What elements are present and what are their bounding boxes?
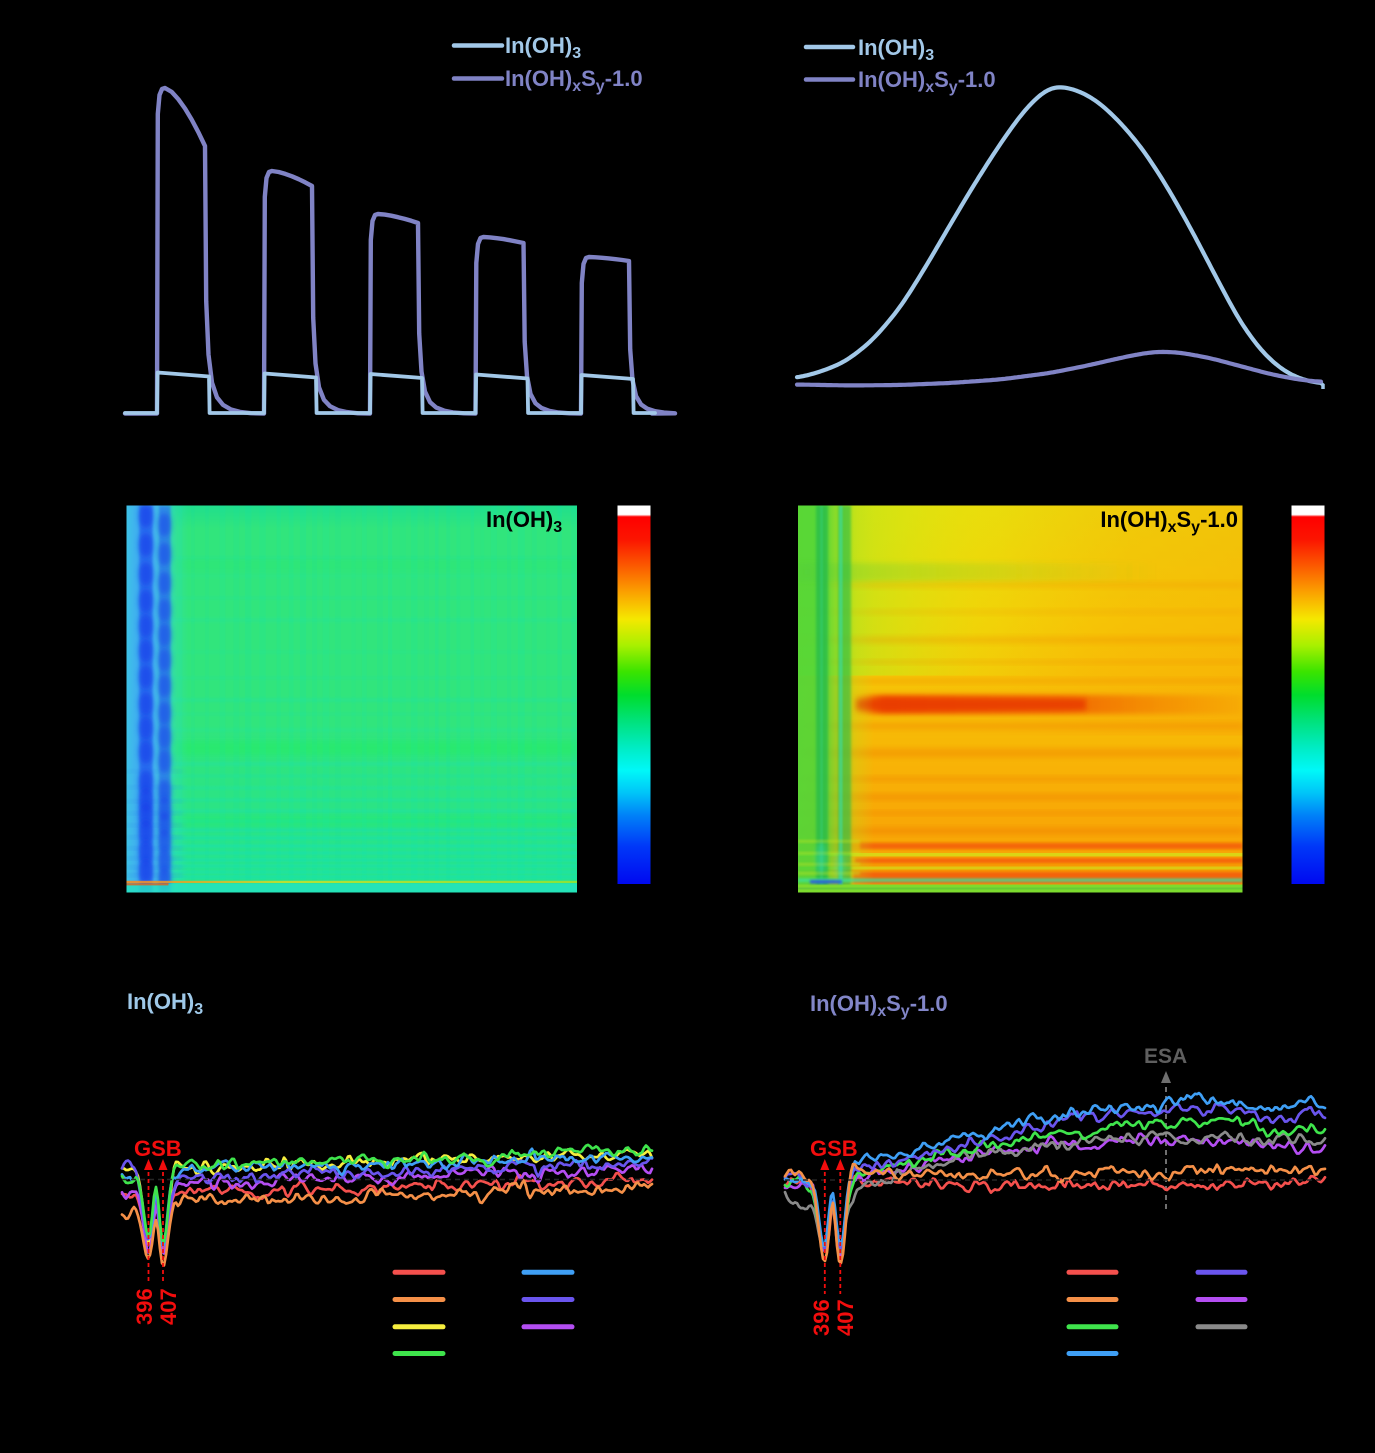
svg-text:407: 407 <box>156 1288 181 1325</box>
svg-text:In(OH)3: In(OH)3 <box>505 33 581 62</box>
svg-text:396: 396 <box>809 1299 834 1336</box>
svg-text:GSB: GSB <box>810 1136 858 1161</box>
svg-text:In(OH)3: In(OH)3 <box>486 507 562 536</box>
svg-text:ESA: ESA <box>1144 1045 1187 1068</box>
svg-text:In(OH)3: In(OH)3 <box>858 35 934 64</box>
svg-text:407: 407 <box>833 1299 858 1336</box>
svg-text:GSB: GSB <box>134 1136 182 1161</box>
svg-text:In(OH)3: In(OH)3 <box>127 989 203 1018</box>
svg-text:396: 396 <box>132 1288 157 1325</box>
